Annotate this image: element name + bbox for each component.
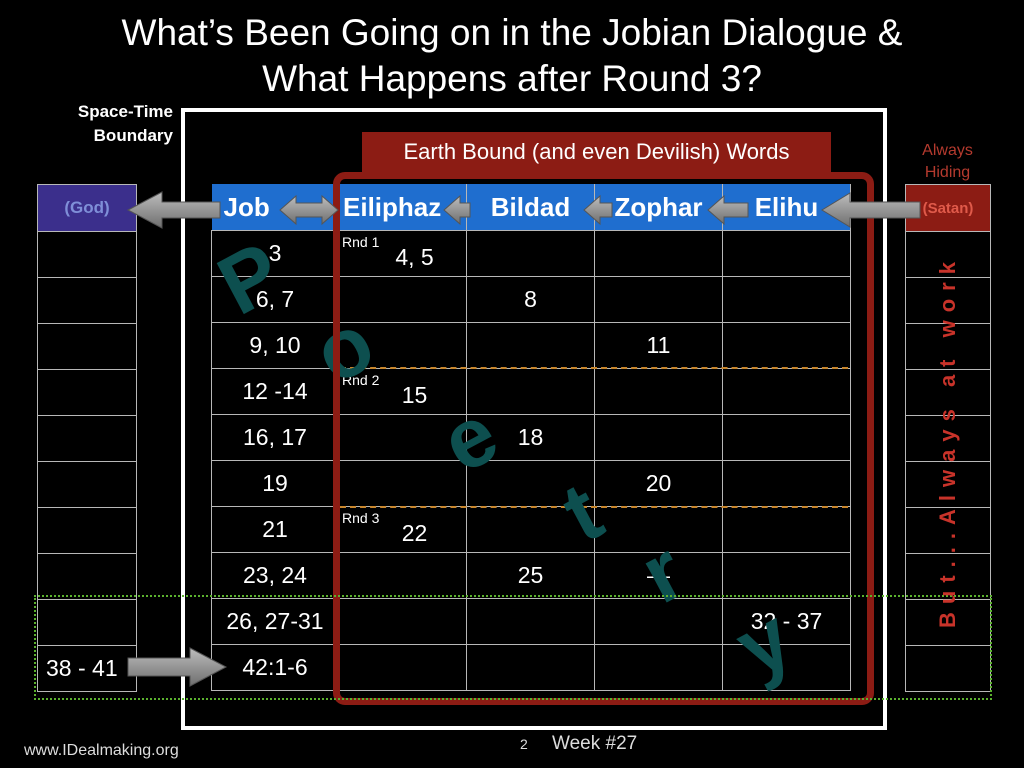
arrow-left-icon [707, 194, 749, 226]
satan-cell [905, 507, 991, 554]
eliphaz-cell [338, 460, 467, 507]
elihu-cell [722, 322, 851, 369]
space-time-boundary-box [181, 108, 887, 730]
satan-header: (Satan) [905, 184, 991, 232]
eliphaz-cell: Rnd 1 4, 5 [338, 230, 467, 277]
page-title: What’s Been Going on in the Jobian Dialo… [0, 10, 1024, 102]
satan-cell [905, 553, 991, 600]
elihu-cell [722, 460, 851, 507]
round-label: Rnd 3 [342, 510, 380, 526]
elihu-cell [722, 276, 851, 323]
arrow-left-icon [126, 191, 221, 229]
arrow-left-icon [443, 194, 471, 226]
round-3-separator [340, 506, 848, 508]
eliphaz-cell [338, 322, 467, 369]
god-column: (God) 38 - 41 [37, 184, 137, 692]
arrow-left-icon [583, 194, 613, 226]
zophar-cell [594, 368, 723, 415]
bildad-cell [466, 460, 595, 507]
satan-cell [905, 277, 991, 324]
header-eliphaz: Eiliphaz [338, 184, 467, 231]
header-job: Job [211, 184, 339, 231]
bildad-cell: 18 [466, 414, 595, 461]
elihu-cell: 32 - 37 [722, 598, 851, 645]
bildad-cell [466, 322, 595, 369]
job-cell: 42:1-6 [211, 644, 339, 691]
arrow-left-icon [821, 192, 921, 228]
satan-cell [905, 231, 991, 278]
god-cell [37, 369, 137, 416]
bildad-cell [466, 598, 595, 645]
round-label: Rnd 2 [342, 372, 380, 388]
eliphaz-cell [338, 414, 467, 461]
job-cell: 16, 17 [211, 414, 339, 461]
bildad-cell [466, 644, 595, 691]
round-2-separator [340, 367, 848, 369]
job-cell: 9, 10 [211, 322, 339, 369]
space-time-boundary-label: Space-Time Boundary [77, 102, 173, 145]
bildad-cell: 25 [466, 552, 595, 599]
eliphaz-cell: Rnd 3 22 [338, 506, 467, 553]
god-header: (God) [37, 184, 137, 232]
earth-bound-banner: Earth Bound (and even Devilish) Words [362, 132, 831, 172]
always-hiding-label: Always Hiding [922, 142, 973, 181]
god-cell [37, 415, 137, 462]
round-label: Rnd 1 [342, 234, 380, 250]
god-cell [37, 461, 137, 508]
god-cell [37, 323, 137, 370]
week-label: Week #27 [552, 733, 638, 754]
god-cell [37, 599, 137, 646]
page-number: 2 [520, 736, 528, 752]
after-round-3-box [34, 595, 992, 700]
god-cell [37, 507, 137, 554]
zophar-cell: 11 [594, 322, 723, 369]
zophar-cell [594, 644, 723, 691]
satan-cell [905, 323, 991, 370]
zophar-cell [594, 230, 723, 277]
god-cell [37, 277, 137, 324]
zophar-cell: 20 [594, 460, 723, 507]
satan-cell [905, 461, 991, 508]
elihu-cell [722, 552, 851, 599]
zophar-cell [594, 598, 723, 645]
footer-website: www.IDealmaking.org [24, 742, 179, 759]
header-zophar: Zophar [594, 184, 723, 231]
eliphaz-cell [338, 644, 467, 691]
god-cell: 38 - 41 [37, 645, 137, 692]
title-line-1: What’s Been Going on in the Jobian Dialo… [121, 12, 903, 53]
double-arrow-icon [279, 194, 339, 226]
header-bildad: Bildad [466, 184, 595, 231]
elihu-cell [722, 414, 851, 461]
job-cell: 12 -14 [211, 368, 339, 415]
god-cell [37, 231, 137, 278]
earth-bound-frame [333, 172, 874, 705]
title-line-2: What Happens after Round 3? [262, 58, 762, 99]
dialogue-table: Job Eiliphaz Bildad Zophar Elihu 3 Rnd 1… [211, 184, 851, 691]
satan-cell [905, 645, 991, 692]
eliphaz-cell [338, 598, 467, 645]
eliphaz-cell [338, 552, 467, 599]
elihu-cell [722, 644, 851, 691]
job-cell: 21 [211, 506, 339, 553]
eliphaz-cell: Rnd 2 15 [338, 368, 467, 415]
satan-cell [905, 415, 991, 462]
arrow-right-icon [127, 647, 228, 687]
zophar-cell: — [594, 552, 723, 599]
eliphaz-cell [338, 276, 467, 323]
job-cell: 6, 7 [211, 276, 339, 323]
